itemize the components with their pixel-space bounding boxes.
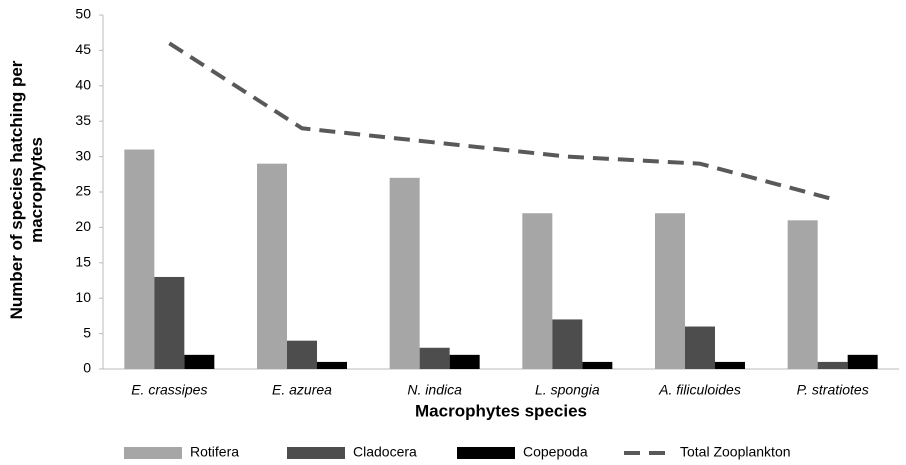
bar xyxy=(317,361,347,369)
bar xyxy=(817,361,848,369)
x-tick-label: A. filiculoides xyxy=(658,382,741,398)
y-tick-label: 10 xyxy=(75,289,91,305)
bar xyxy=(655,213,685,369)
y-tick-label: 25 xyxy=(75,183,91,199)
bar xyxy=(257,163,287,369)
bar xyxy=(787,220,818,369)
legend-swatch xyxy=(287,447,345,459)
legend-label: Total Zooplankton xyxy=(680,444,791,460)
y-tick-label: 15 xyxy=(75,254,91,270)
bar xyxy=(685,326,715,369)
bar xyxy=(449,354,480,369)
bar xyxy=(419,347,450,369)
bar xyxy=(552,319,583,369)
y-tick-label: 35 xyxy=(75,112,91,128)
legend-swatch xyxy=(457,447,515,459)
legend-label: Copepoda xyxy=(523,444,588,460)
y-tick-label: 40 xyxy=(75,77,91,93)
x-tick-label: L. spongia xyxy=(535,382,600,398)
y-axis-label: Number of species hatching per macrophyt… xyxy=(7,60,46,320)
x-tick-label: N. indica xyxy=(407,382,462,398)
y-tick-label: 5 xyxy=(83,324,91,340)
y-tick-label: 20 xyxy=(75,218,91,234)
x-axis-label: Macrophytes species xyxy=(415,401,587,420)
bar xyxy=(522,213,553,369)
y-tick-label: 30 xyxy=(75,147,91,163)
bar xyxy=(582,361,613,369)
bar xyxy=(124,149,155,369)
bar xyxy=(847,354,878,369)
y-tick-label: 50 xyxy=(75,6,91,22)
legend-label: Rotifera xyxy=(190,444,239,460)
line xyxy=(168,41,834,202)
y-tick-label: 0 xyxy=(83,360,91,376)
bar xyxy=(154,276,185,369)
legend-label: Cladocera xyxy=(353,444,417,460)
x-tick-label: E. azurea xyxy=(272,382,332,398)
x-tick-label: E. crassipes xyxy=(131,382,207,398)
bar xyxy=(287,340,317,369)
bar xyxy=(715,361,745,369)
bar xyxy=(184,354,215,369)
x-tick-label: P. stratiotes xyxy=(797,382,869,398)
bar xyxy=(389,177,420,369)
y-tick-label: 45 xyxy=(75,41,91,57)
legend-swatch xyxy=(124,447,182,459)
